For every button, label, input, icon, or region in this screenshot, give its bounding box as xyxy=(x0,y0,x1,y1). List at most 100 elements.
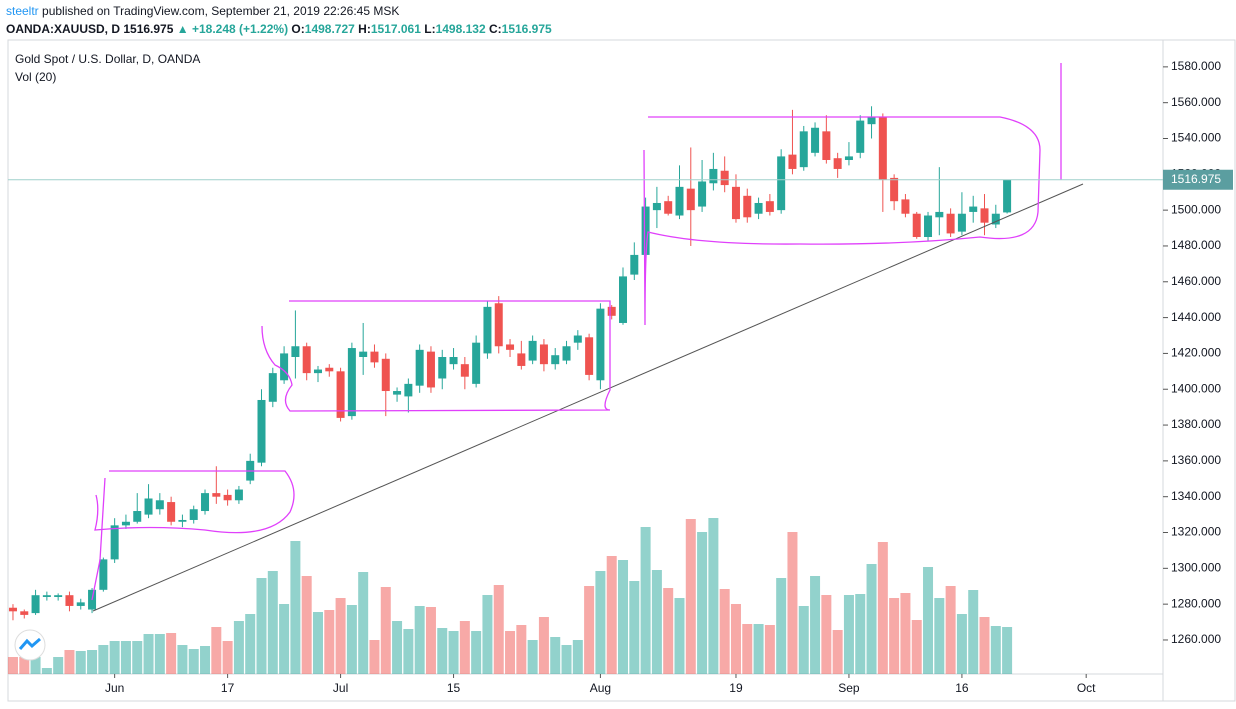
volume-bar xyxy=(132,641,143,674)
header-line-1: steeltr published on TradingView.com, Se… xyxy=(6,4,399,18)
volume-bar xyxy=(471,631,482,674)
volume-bar xyxy=(945,586,956,674)
logo[interactable] xyxy=(14,629,46,661)
volume-bar xyxy=(222,641,233,674)
candle-body xyxy=(54,595,63,597)
volume-layer xyxy=(7,518,1013,674)
candle-body xyxy=(946,213,955,234)
candle-body xyxy=(212,493,221,497)
last-price: 1516.975 xyxy=(123,22,173,36)
candle-body xyxy=(619,276,628,323)
candle-body xyxy=(573,335,582,343)
candle-body xyxy=(20,611,29,615)
candle-body xyxy=(291,346,300,357)
volume-bar xyxy=(482,595,493,674)
candle-body xyxy=(65,595,74,606)
candle-body xyxy=(777,156,786,211)
candle-body xyxy=(788,154,797,169)
candle-body xyxy=(370,351,379,363)
candle-body xyxy=(189,509,198,520)
candle-body xyxy=(901,199,910,214)
candle-body xyxy=(494,303,503,347)
y-tick-label: 1500.000 xyxy=(1171,202,1221,216)
candle-body xyxy=(890,177,899,202)
candle-body xyxy=(912,213,921,238)
candle-body xyxy=(991,213,1000,225)
candle-body xyxy=(506,344,515,350)
candle-body xyxy=(980,208,989,223)
volume-bar xyxy=(561,645,572,674)
volume-bar xyxy=(595,571,606,674)
candle-body xyxy=(347,348,356,417)
volume-bar xyxy=(821,595,832,674)
candle-body xyxy=(833,158,842,169)
volume-bar xyxy=(550,637,561,674)
volume-bar xyxy=(866,564,877,674)
volume-bar xyxy=(7,657,18,674)
range-box-3 xyxy=(643,116,1041,326)
candle-body xyxy=(257,399,266,463)
volume-bar xyxy=(776,578,787,674)
candle-body xyxy=(517,353,526,366)
range-box-2 xyxy=(261,300,611,412)
x-tick-label: 17 xyxy=(221,681,235,695)
logo-mark xyxy=(18,637,41,650)
volume-bar xyxy=(143,634,154,674)
candle-body xyxy=(698,181,707,207)
volume-bar xyxy=(516,625,527,674)
candle-body xyxy=(664,201,673,214)
y-tick-label: 1540.000 xyxy=(1171,131,1221,145)
volume-bar xyxy=(324,610,335,674)
x-tick-label: Oct xyxy=(1077,681,1096,695)
ohlc-label: C: xyxy=(489,22,502,36)
y-tick-label: 1360.000 xyxy=(1171,453,1221,467)
candle-body xyxy=(641,206,650,255)
volume-bar xyxy=(685,519,696,674)
volume-bar xyxy=(425,607,436,674)
y-tick-label: 1260.000 xyxy=(1171,632,1221,646)
volume-bar xyxy=(346,605,357,674)
change: +18.248 xyxy=(192,22,236,36)
volume-bar xyxy=(188,649,199,674)
volume-bar xyxy=(538,617,549,674)
ohlc-label: H: xyxy=(358,22,371,36)
volume-bar xyxy=(41,668,52,674)
volume-bar xyxy=(267,571,278,674)
volume-bar xyxy=(990,626,1001,674)
x-tick-label: Jun xyxy=(105,681,124,695)
volume-bar xyxy=(200,646,211,674)
volume-bar xyxy=(335,598,346,674)
volume-bar xyxy=(584,586,595,674)
volume-bar xyxy=(708,518,719,674)
candle-body xyxy=(630,254,639,275)
volume-bar xyxy=(527,640,538,674)
candle-body xyxy=(42,595,51,597)
candle-body xyxy=(426,351,435,388)
candle-body xyxy=(607,306,616,316)
chart-title: Gold Spot / U.S. Dollar, D, OANDA xyxy=(15,52,200,66)
header-line-2: OANDA:XAUUSD, D 1516.975 ▲ +18.248 (+1.2… xyxy=(6,22,552,36)
y-tick-label: 1280.000 xyxy=(1171,596,1221,610)
volume-bar xyxy=(448,631,459,674)
volume-bar xyxy=(256,578,267,674)
volume-bar xyxy=(606,556,617,674)
volume-bar xyxy=(177,645,188,674)
candle-body xyxy=(754,202,763,214)
volume-bar xyxy=(911,620,922,674)
y-tick-label: 1340.000 xyxy=(1171,489,1221,503)
volume-bar xyxy=(459,621,470,674)
candle-body xyxy=(731,186,740,220)
volume-bar xyxy=(109,641,120,674)
volume-bar xyxy=(19,657,30,674)
volume-bar xyxy=(53,657,64,674)
volume-bar xyxy=(843,595,854,674)
volume-bar xyxy=(120,641,131,674)
volume-bar xyxy=(629,581,640,674)
volume-bar xyxy=(290,541,301,674)
candle-body xyxy=(438,357,447,379)
volume-bar xyxy=(414,606,425,674)
candle-body xyxy=(155,500,164,510)
volume-bar xyxy=(358,572,369,674)
publisher[interactable]: steeltr xyxy=(6,4,39,18)
